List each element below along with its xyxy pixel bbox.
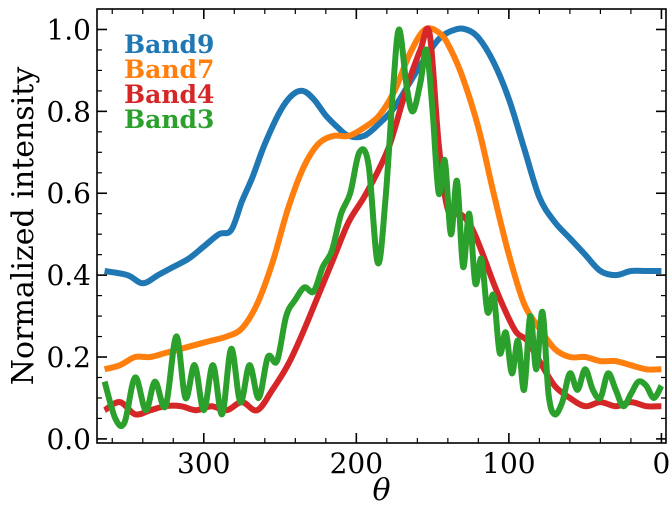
y-tick-label: 0.6 [46, 177, 91, 210]
y-tick-label: 0.0 [46, 423, 91, 456]
x-tick-label: 200 [330, 447, 383, 480]
legend-entry-band4: Band4 [124, 80, 214, 109]
x-tick-label: 0 [653, 447, 671, 480]
series-line-band9 [104, 25, 662, 287]
x-tick-label: 100 [482, 447, 535, 480]
y-axis-label: Normalized intensity [6, 67, 41, 386]
x-axis-label: θ [372, 473, 390, 506]
series-layer [101, 25, 665, 429]
y-tick-label: 0.8 [46, 95, 91, 128]
plot-frame [96, 8, 667, 444]
x-tick-label: 300 [177, 447, 230, 480]
legend-entry-band3: Band3 [124, 105, 214, 134]
legend-entry-band9: Band9 [124, 30, 214, 59]
y-tick-label: 1.0 [46, 13, 91, 46]
series-line-band7 [103, 25, 662, 373]
series-line-band3 [101, 26, 665, 429]
legend-entry-band7: Band7 [124, 55, 214, 84]
y-tick-label: 0.2 [46, 341, 91, 374]
ticks-layer: 300 200 100 0 0.0 0.2 0.4 0.6 0.8 1.0 [46, 9, 670, 480]
y-tick-label: 0.4 [46, 259, 91, 292]
